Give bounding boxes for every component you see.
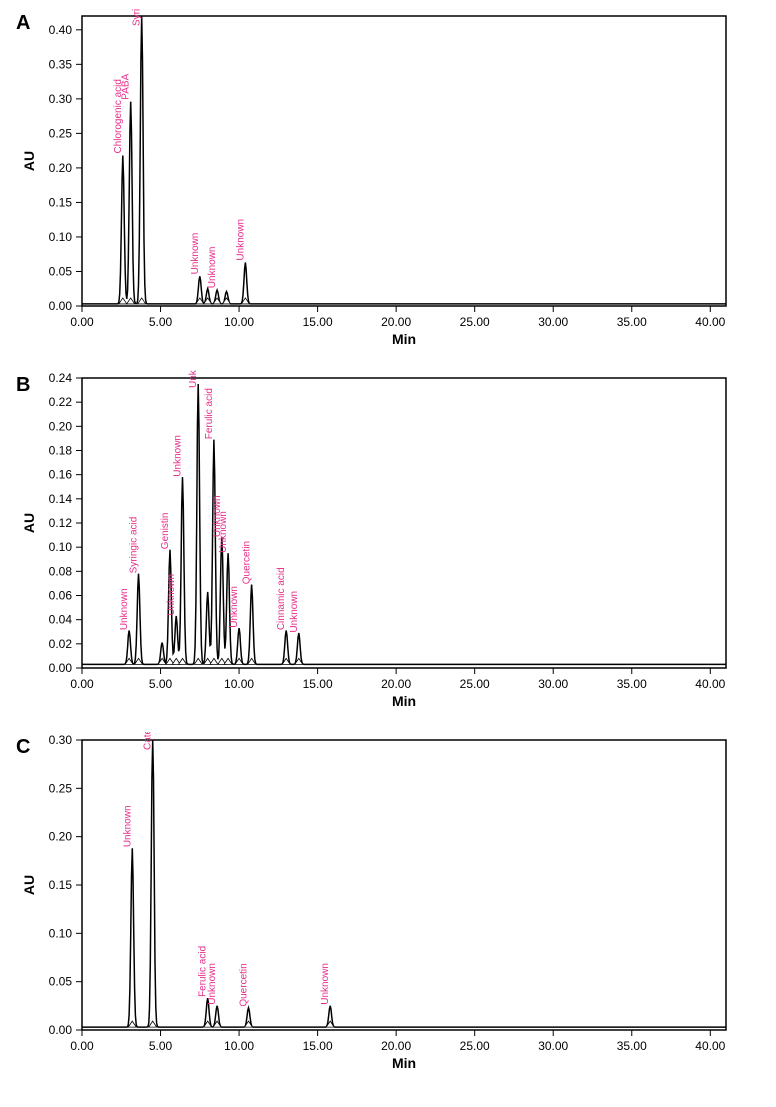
panel-c: C 0.005.0010.0015.0020.0025.0030.0035.00… [20,732,756,1082]
svg-text:Unknown: Unknown [289,591,300,633]
svg-text:0.05: 0.05 [49,264,73,278]
svg-text:25.00: 25.00 [460,315,490,329]
svg-text:0.00: 0.00 [70,315,94,329]
svg-text:0.20: 0.20 [49,161,73,175]
svg-text:0.02: 0.02 [49,637,73,651]
svg-text:10.00: 10.00 [224,315,254,329]
svg-text:0.15: 0.15 [49,195,73,209]
svg-text:0.20: 0.20 [49,419,73,433]
svg-text:25.00: 25.00 [460,677,490,691]
svg-text:15.00: 15.00 [303,315,333,329]
svg-text:Unknown: Unknown [229,586,240,628]
svg-text:Unknown: Unknown [122,805,133,847]
svg-text:0.30: 0.30 [49,733,73,747]
svg-text:0.05: 0.05 [49,975,73,989]
svg-text:0.00: 0.00 [70,677,94,691]
svg-text:0.18: 0.18 [49,444,73,458]
svg-text:Min: Min [392,331,416,347]
svg-text:0.06: 0.06 [49,589,73,603]
svg-text:35.00: 35.00 [617,315,647,329]
panel-b-svg: 0.00 5.00 10.00 15.00 20.00 25.00 30.00 35.00 40… [20,370,740,710]
panel-c-svg: 0.00 5.00 10.00 15.00 20.00 25.00 30.00 35.00 40… [20,732,740,1072]
svg-text:AU: AU [21,875,37,895]
svg-text:0.24: 0.24 [49,371,73,385]
svg-text:5.00: 5.00 [149,677,173,691]
svg-text:Unknown: Unknown [173,435,184,477]
svg-text:0.14: 0.14 [49,492,73,506]
svg-text:Unknown: Unknown [190,233,201,275]
svg-text:Ferulic acid: Ferulic acid [204,388,215,439]
svg-text:Quercetin: Quercetin [238,963,249,1006]
svg-text:0.00: 0.00 [49,299,73,313]
svg-text:0.00: 0.00 [49,661,73,675]
svg-text:0.00: 0.00 [70,1039,94,1053]
svg-text:30.00: 30.00 [538,677,568,691]
svg-text:0.00: 0.00 [49,1023,73,1037]
svg-text:Unknown: Unknown [235,219,246,261]
svg-text:5.00: 5.00 [149,1039,173,1053]
svg-text:0.16: 0.16 [49,468,73,482]
panel-a-svg: 0.00 5.00 10.00 15.00 20.00 25.00 30.00 35.00 40… [20,8,740,348]
svg-text:40.00: 40.00 [695,677,725,691]
svg-text:0.12: 0.12 [49,516,73,530]
svg-text:0.10: 0.10 [49,540,73,554]
svg-text:Unknown: Unknown [166,574,177,616]
svg-text:Unknown: Unknown [320,963,331,1005]
svg-text:0.08: 0.08 [49,564,73,578]
svg-text:20.00: 20.00 [381,1039,411,1053]
svg-text:Syringic acid: Syringic acid [132,8,143,26]
svg-text:Catechin: Catechin [143,732,154,750]
panel-a: A 0.005.0010.0015.0020.0025.0030.0035.00… [20,8,756,358]
svg-text:0.35: 0.35 [49,57,73,71]
svg-text:PABA: PABA [121,73,132,99]
svg-text:Unknown: Unknown [207,963,218,1005]
svg-text:0.10: 0.10 [49,230,73,244]
svg-text:0.25: 0.25 [49,126,73,140]
svg-text:Syringic acid: Syringic acid [129,517,140,574]
svg-text:Unknown: Unknown [119,588,130,630]
svg-text:Min: Min [392,1055,416,1071]
svg-text:20.00: 20.00 [381,677,411,691]
svg-text:0.20: 0.20 [49,830,73,844]
svg-text:30.00: 30.00 [538,315,568,329]
svg-text:Unknown: Unknown [207,246,218,288]
panel-label-b: B [16,374,30,397]
svg-text:0.40: 0.40 [49,23,73,37]
svg-text:0.25: 0.25 [49,781,73,795]
svg-text:5.00: 5.00 [149,315,173,329]
svg-text:AU: AU [21,513,37,533]
svg-text:0.30: 0.30 [49,92,73,106]
svg-text:0.22: 0.22 [49,395,73,409]
svg-text:35.00: 35.00 [617,1039,647,1053]
svg-text:Cinnamic acid: Cinnamic acid [276,567,287,630]
svg-text:0.10: 0.10 [49,926,73,940]
svg-text:15.00: 15.00 [303,1039,333,1053]
svg-text:10.00: 10.00 [224,1039,254,1053]
svg-text:20.00: 20.00 [381,315,411,329]
svg-text:15.00: 15.00 [303,677,333,691]
svg-text:40.00: 40.00 [695,1039,725,1053]
svg-text:25.00: 25.00 [460,1039,490,1053]
svg-text:Genistin: Genistin [160,513,171,550]
chromatogram-figure: A 0.00 5.00 10.00 15.00 20.00 25.00 30.00 35.00… [0,0,776,1102]
svg-text:0.04: 0.04 [49,613,73,627]
panel-b: B 0.005.0010.0015.0020.0025.0030.0035.00… [20,370,756,720]
svg-text:Unknown: Unknown [188,370,199,388]
svg-text:40.00: 40.00 [695,315,725,329]
svg-text:10.00: 10.00 [224,677,254,691]
panel-label-a: A [16,12,30,35]
svg-text:AU: AU [21,151,37,171]
svg-text:Unknown: Unknown [218,511,229,553]
svg-text:0.15: 0.15 [49,878,73,892]
svg-text:30.00: 30.00 [538,1039,568,1053]
svg-text:Min: Min [392,693,416,709]
svg-text:Quercetin: Quercetin [242,541,253,584]
svg-text:35.00: 35.00 [617,677,647,691]
panel-label-c: C [16,736,30,759]
